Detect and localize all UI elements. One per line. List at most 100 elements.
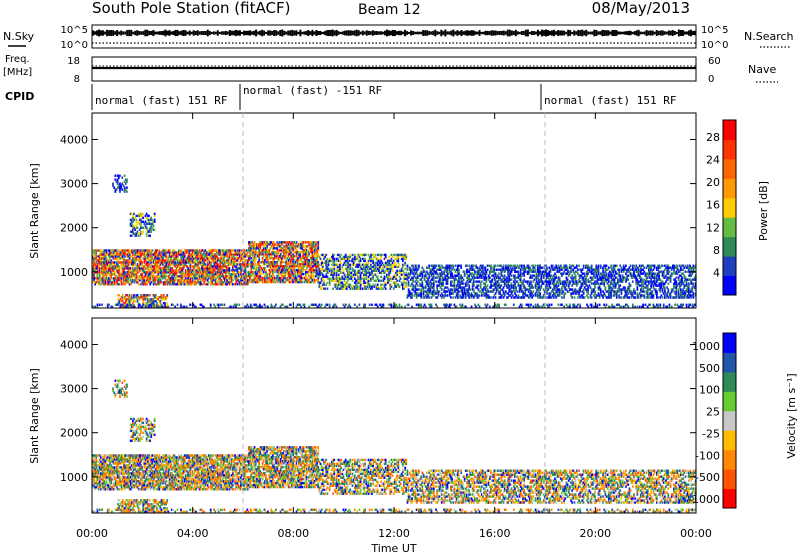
- power-cell: [124, 304, 126, 307]
- power-cell: [278, 280, 281, 284]
- power-cell: [183, 253, 186, 256]
- power-cell: [325, 275, 328, 278]
- power-cell: [286, 268, 289, 272]
- power-cell: [188, 249, 191, 252]
- sky-bar: [249, 30, 252, 36]
- power-cell: [345, 259, 348, 263]
- power-cell: [339, 267, 341, 271]
- power-cell: [137, 265, 140, 268]
- power-cell: [359, 253, 362, 257]
- sky-bar: [605, 30, 608, 36]
- power-cell: [426, 276, 428, 279]
- power-cell: [350, 273, 353, 276]
- power-cell: [219, 249, 222, 252]
- power-cell: [222, 271, 225, 274]
- power-cell: [321, 283, 324, 286]
- power-cell: [183, 263, 186, 266]
- power-cell: [515, 276, 518, 279]
- power-cell: [402, 259, 404, 263]
- power-cell: [342, 255, 345, 259]
- power-cell: [531, 284, 534, 287]
- power-cell: [525, 294, 528, 297]
- power-cell: [509, 294, 512, 297]
- power-cell: [207, 267, 210, 270]
- power-cell: [143, 306, 146, 309]
- power-cell: [383, 281, 386, 284]
- power-cell: [469, 266, 472, 269]
- power-cell: [225, 275, 227, 278]
- power-cell: [174, 263, 177, 266]
- power-cell: [188, 257, 191, 260]
- power-cell: [320, 277, 323, 280]
- power-cell: [93, 275, 95, 278]
- power-cell: [455, 284, 458, 287]
- power-cell: [249, 245, 251, 248]
- power-cell: [536, 266, 539, 269]
- power-cell: [538, 264, 540, 267]
- power-cell: [268, 276, 271, 280]
- power-cell: [440, 296, 443, 299]
- power-cell: [183, 255, 186, 258]
- power-cell: [456, 264, 459, 267]
- power-cell: [122, 265, 125, 268]
- power-cell: [173, 275, 176, 278]
- sky-bar: [154, 31, 157, 35]
- power-cell: [302, 255, 305, 258]
- power-cell: [539, 292, 542, 295]
- power-cell: [376, 277, 379, 280]
- power-cell: [189, 253, 192, 256]
- power-cell: [333, 263, 336, 267]
- power-cell: [196, 277, 199, 280]
- power-cell: [456, 274, 459, 277]
- power-cell: [214, 263, 217, 266]
- power-cell: [253, 270, 256, 274]
- power-cell: [458, 280, 460, 283]
- power-cell: [262, 249, 265, 252]
- sky-bar: [671, 30, 674, 36]
- power-cell: [332, 271, 334, 274]
- power-cell: [524, 270, 527, 273]
- power-cell: [287, 243, 290, 246]
- power-cell: [315, 274, 317, 278]
- power-cell: [196, 269, 199, 272]
- power-cell: [260, 251, 263, 254]
- power-cell: [243, 263, 246, 266]
- power-cell: [361, 257, 364, 261]
- sky-bar: [301, 31, 304, 35]
- power-cell: [398, 279, 401, 282]
- power-cell: [210, 277, 212, 280]
- sky-bar: [496, 31, 499, 35]
- power-cell: [236, 277, 239, 280]
- power-cell: [191, 259, 194, 262]
- power-cell: [302, 268, 305, 272]
- power-cell: [500, 264, 503, 267]
- power-cell: [114, 251, 117, 254]
- power-cell: [207, 281, 210, 284]
- power-cell: [520, 282, 523, 285]
- power-cell: [472, 284, 475, 287]
- power-cell: [300, 272, 303, 276]
- power-cell: [131, 259, 133, 262]
- power-cell: [144, 283, 147, 286]
- power-cell: [454, 296, 457, 299]
- power-cell: [287, 280, 290, 284]
- power-cell: [234, 277, 237, 280]
- power-cell: [367, 261, 370, 265]
- power-cell: [524, 290, 527, 293]
- power-cell: [108, 261, 110, 264]
- power-cell: [342, 263, 345, 267]
- power-cell: [453, 284, 456, 287]
- power-cell: [491, 278, 493, 281]
- power-cell: [183, 259, 186, 262]
- sky-bar: [444, 29, 447, 37]
- power-cell: [368, 255, 371, 259]
- power-cell: [102, 267, 105, 270]
- power-cell: [125, 261, 128, 264]
- sky-tick-top: 10^5: [61, 25, 88, 36]
- power-cell: [94, 259, 97, 262]
- power-cell: [151, 279, 154, 282]
- power-cell: [157, 253, 160, 256]
- power-cell: [300, 266, 303, 270]
- power-cell: [112, 257, 115, 260]
- power-cell: [248, 247, 250, 250]
